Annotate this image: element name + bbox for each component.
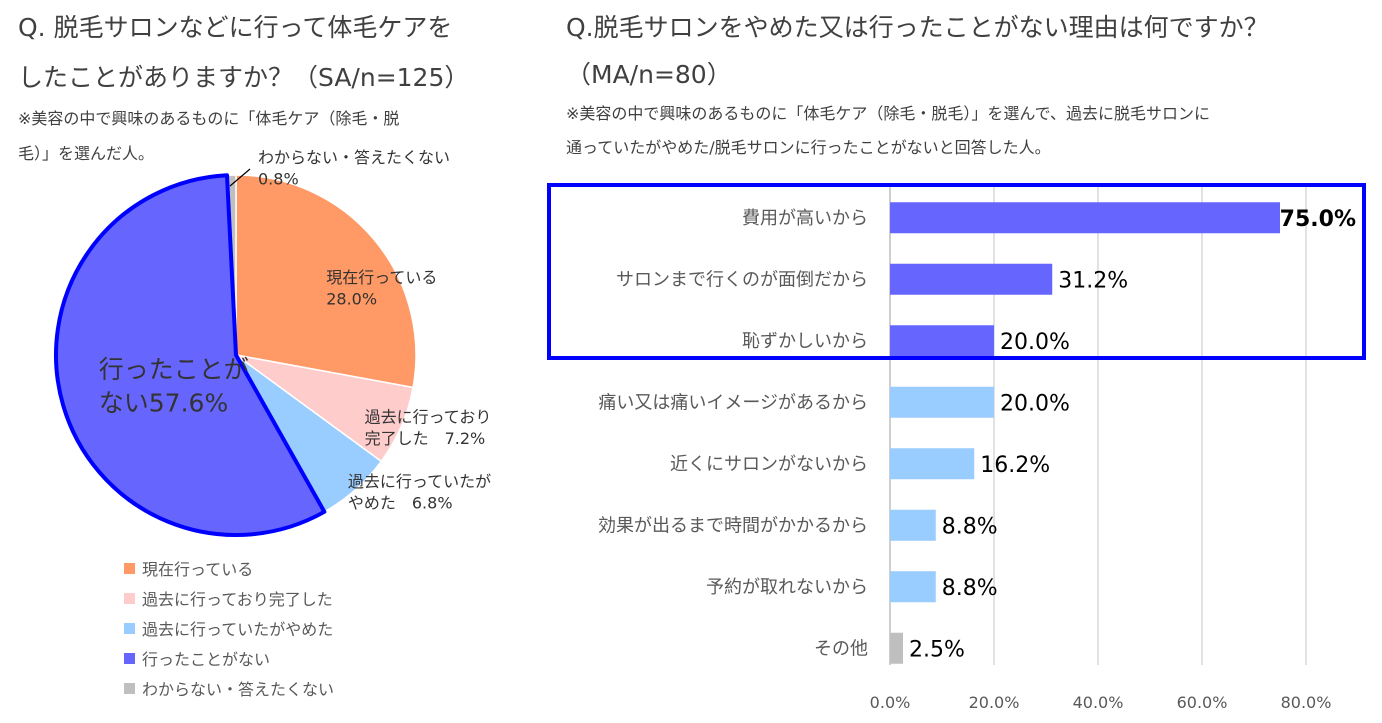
value-label-item-5: 8.8% — [942, 514, 998, 539]
legend-swatch — [124, 682, 135, 694]
legend-item-item-1: 過去に行っており完了した — [124, 586, 333, 610]
legend-label: 過去に行っており完了した — [142, 590, 333, 609]
legend-swatch — [124, 592, 135, 604]
bar-item-7 — [890, 632, 903, 664]
bar-item-2 — [890, 325, 994, 357]
bar-item-4 — [890, 448, 975, 480]
pie-label-item-2-line0: 過去に行っていたが — [348, 472, 491, 491]
legend-label: わからない・答えたくない — [142, 680, 335, 699]
category-label-item-5: 効果が出るまで時間がかかるから — [598, 515, 868, 536]
pie-note-line2: 毛）」を選んだ人。 — [18, 144, 155, 163]
value-label-item-0: 75.0% — [1280, 207, 1356, 232]
pie-title-line2: したことがありますか？（SA/n=125） — [18, 63, 470, 92]
pie-title-line1: Q. 脱毛サロンなどに行って体毛ケアを — [18, 13, 453, 42]
pie-chart: 現在行っている 28.0% 過去に行っており完了した 7.2% 過去に行っていたがやめ… — [54, 148, 492, 537]
pie-leader-line — [229, 168, 251, 187]
bar-item-0 — [890, 202, 1280, 234]
x-tick-label-4: 80.0% — [1281, 693, 1332, 712]
legend-label: 行ったことがない — [142, 650, 271, 669]
bar-note-line1: ※美容の中で興味のあるものに「体毛ケア（除毛・脱毛）」を選んで、過去に脱毛サロン… — [566, 104, 1210, 123]
legend-label: 過去に行っていたがやめた — [142, 620, 334, 639]
x-tick-label-1: 20.0% — [969, 693, 1020, 712]
pie-label-item-0-line1: 28.0% — [326, 290, 377, 309]
bar-item-1 — [890, 263, 1053, 295]
value-label-item-1: 31.2% — [1058, 268, 1128, 293]
legend-item-item-2: 過去に行っていたがやめた — [124, 616, 333, 640]
legend-swatch — [124, 652, 135, 664]
pie-slice-item-0 — [235, 174, 417, 389]
bar-item-5 — [890, 509, 936, 541]
x-tick-label-0: 0.0% — [870, 693, 911, 712]
category-label-item-6: 予約が取れないから — [706, 577, 868, 598]
pie-label-item-3-line1: ない57.6% — [99, 389, 228, 418]
legend-swatch — [124, 562, 135, 574]
pie-label-item-1-line1: 完了した 7.2% — [365, 429, 486, 448]
legend-swatch — [124, 622, 135, 634]
bar-item-3 — [890, 386, 994, 418]
pie-label-item-4-line0: わからない・答えたくない — [258, 148, 450, 167]
bar-title-line1: Q.脱毛サロンをやめた又は行ったことがない理由は何ですか？ — [566, 13, 1269, 42]
legend-item-item-0: 現在行っている — [124, 556, 253, 580]
pie-label-item-4-line1: 0.8% — [258, 169, 299, 188]
value-label-item-2: 20.0% — [1000, 330, 1070, 355]
x-tick-label-3: 60.0% — [1177, 693, 1228, 712]
bar-note-line2: 通っていたがやめた/脱毛サロンに行ったことがないと回答した人。 — [566, 138, 1051, 157]
bar-item-6 — [890, 571, 936, 603]
bar-title-line2: （MA/n=80） — [566, 60, 732, 89]
category-label-item-3: 痛い又は痛いイメージがあるから — [598, 392, 868, 413]
pie-label-item-2-line1: やめた 6.8% — [348, 494, 453, 513]
category-label-item-1: サロンまで行くのが面倒だから — [616, 269, 868, 290]
legend-item-item-4: わからない・答えたくない — [124, 676, 334, 700]
category-label-item-2: 恥ずかしいから — [742, 331, 868, 352]
pie-label-item-0-line0: 現在行っている — [326, 268, 437, 287]
value-label-item-6: 8.8% — [942, 576, 998, 601]
pie-label-item-1-line0: 過去に行っており — [365, 407, 492, 426]
value-label-item-3: 20.0% — [1000, 391, 1070, 416]
pie-slice-item-3 — [54, 173, 327, 537]
highlight-box — [547, 183, 1366, 360]
category-label-item-7: その他 — [814, 638, 868, 659]
pie-label-item-3-line0: 行ったことが — [99, 355, 249, 384]
value-label-item-7: 2.5% — [909, 637, 965, 662]
x-tick-label-2: 40.0% — [1073, 693, 1124, 712]
pie-note-line1: ※美容の中で興味のあるものに「体毛ケア（除毛・脱 — [18, 109, 400, 128]
category-label-item-4: 近くにサロンがないから — [670, 454, 868, 475]
value-label-item-4: 16.2% — [980, 453, 1050, 478]
category-label-item-0: 費用が高いから — [742, 208, 868, 229]
legend-label: 現在行っている — [142, 560, 254, 579]
legend-item-item-3: 行ったことがない — [124, 646, 270, 670]
